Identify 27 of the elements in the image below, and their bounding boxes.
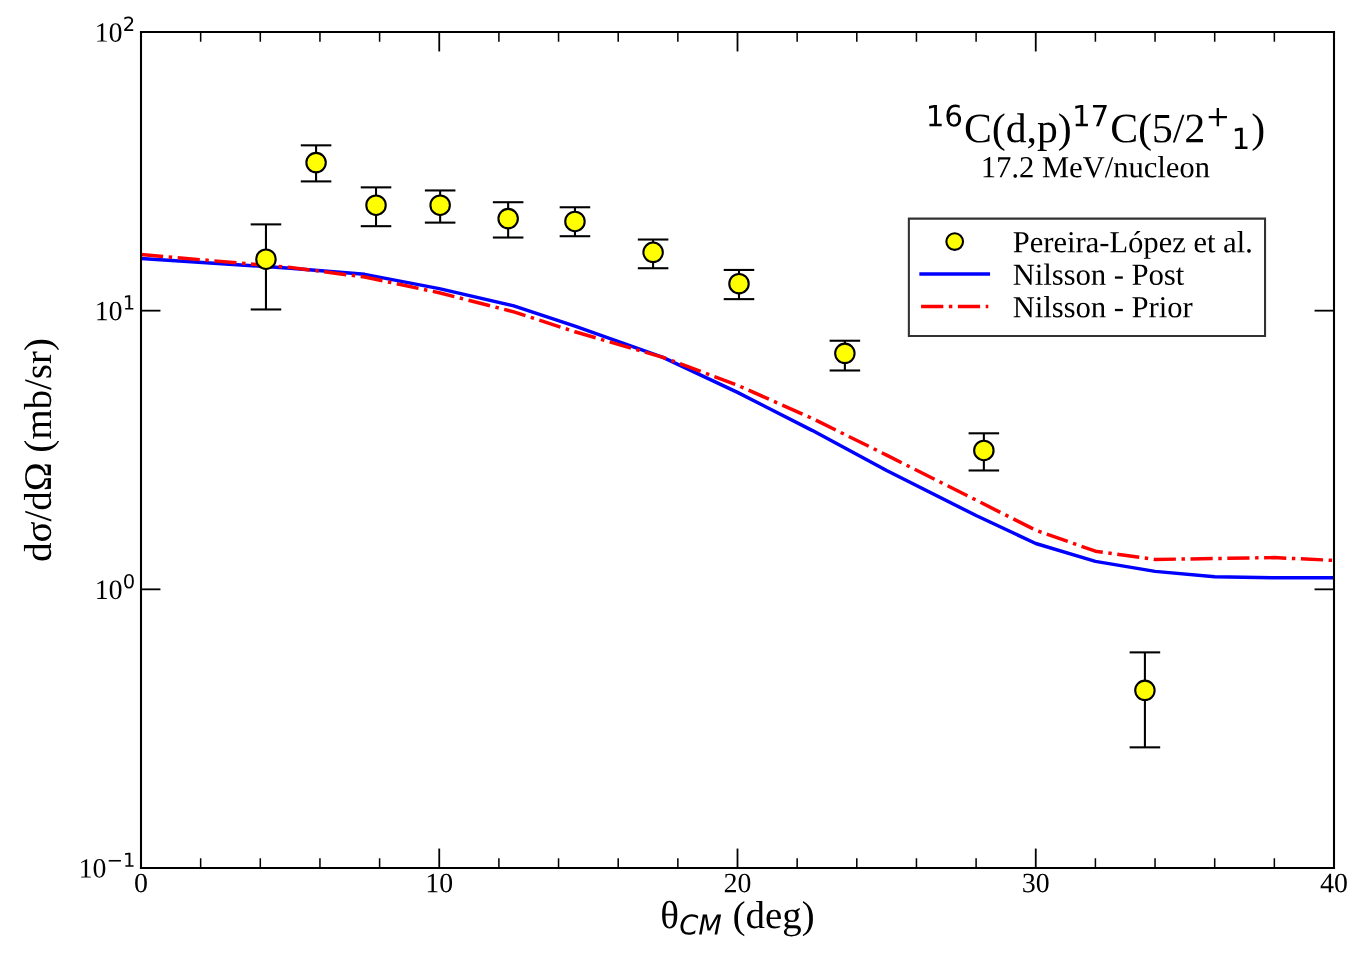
point (305, 151, 327, 174)
point (429, 194, 451, 216)
y-tick-label: 10$^{2}$ (97, 16, 134, 42)
x-tick-label: 30 (1023, 873, 1049, 893)
point (642, 241, 664, 264)
point (255, 248, 277, 270)
point (834, 342, 856, 365)
x-tick-label: 0 (135, 873, 147, 893)
y-tick-label: 10$^{0}$ (97, 573, 134, 600)
x-tick-label: 20 (724, 873, 751, 893)
x-tick-label: 10 (427, 873, 453, 893)
point (973, 439, 995, 462)
point (1134, 679, 1156, 702)
point (497, 207, 519, 230)
annotation: $^{16}$C(d,p)$^{17}$C(5/2$^{+}$$_{1}$) (929, 104, 1264, 152)
legend-label: Pereira-López et al. (1013, 231, 1251, 259)
y-tick-label: 10$^{1}$ (97, 295, 134, 321)
legend-label: Nilsson - Post (1013, 263, 1185, 286)
x-tick-label: 40 (1320, 873, 1347, 893)
y-tick-label: 10$^{−1}$ (81, 852, 134, 878)
annotation: 17.2 MeV/nucleon (983, 156, 1210, 178)
legend-label: Nilsson - Prior (1013, 296, 1193, 318)
y-axis-title: dσ/dΩ (mb/sr) (23, 339, 60, 561)
point (564, 210, 586, 233)
point (728, 272, 750, 295)
x-axis-title: θ$_{CM}$ (deg) (662, 900, 813, 937)
point (365, 194, 387, 216)
